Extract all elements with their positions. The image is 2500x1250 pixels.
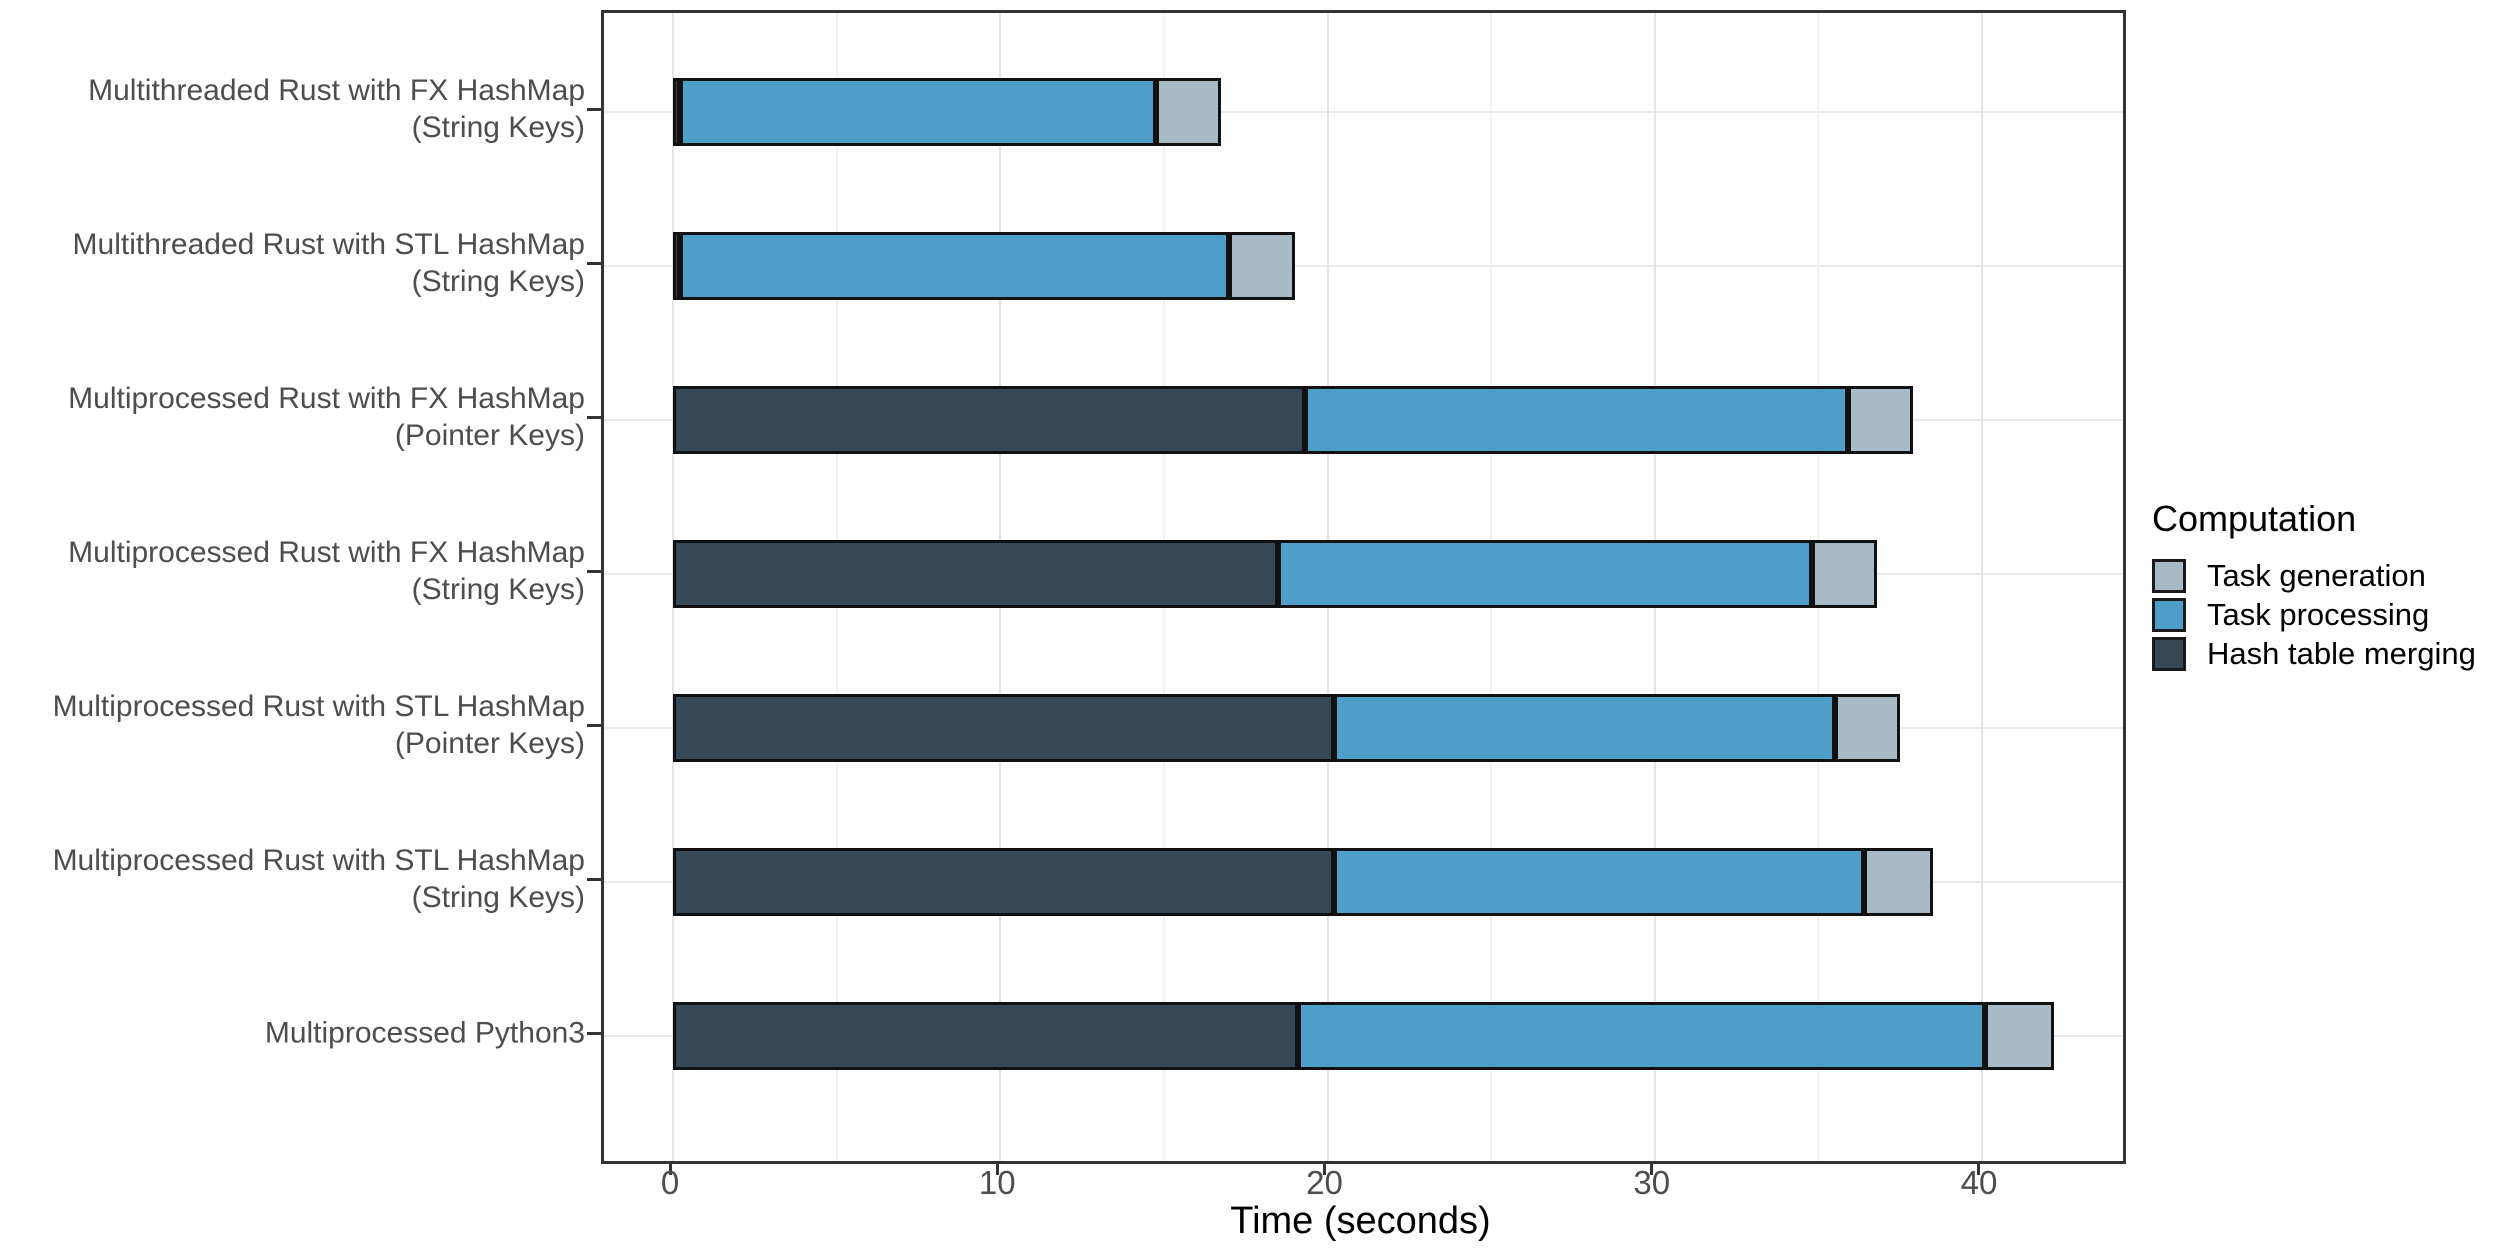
legend-entry-label: Hash table merging	[2207, 636, 2476, 671]
y-tick	[587, 107, 601, 111]
legend-key-swatch	[2152, 559, 2186, 593]
y-axis-label-line: Multithreaded Rust with STL HashMap	[72, 228, 585, 261]
x-tick-label: 10	[978, 1164, 1016, 1201]
x-tick	[1650, 1161, 1654, 1175]
legend-entry-label: Task processing	[2207, 597, 2430, 632]
x-tick-label: 0	[660, 1164, 680, 1201]
bar-segment-hash-table-merging	[673, 232, 680, 300]
bar-segment-hash-table-merging	[673, 1002, 1299, 1070]
bar-segment-hash-table-merging	[673, 386, 1305, 454]
bar-segment-task-processing	[679, 78, 1156, 146]
y-tick	[587, 877, 601, 881]
legend-entry-label: Task generation	[2207, 558, 2426, 593]
y-axis-label-line: Multiprocessed Python3	[264, 1016, 585, 1050]
plot-panel	[601, 10, 2126, 1164]
gridline-horizontal	[604, 111, 2123, 113]
y-axis-label: Multiprocessed Python3	[25, 1015, 585, 1052]
legend-entry: Hash table merging	[2152, 636, 2497, 672]
bar-segment-task-generation	[1864, 848, 1933, 916]
legend-title: Computation	[2152, 498, 2357, 539]
x-tick	[1977, 1161, 1981, 1175]
legend-key-swatch	[2152, 637, 2186, 671]
y-tick	[587, 1031, 601, 1035]
bar-segment-task-processing	[1304, 386, 1848, 454]
gridline-horizontal	[604, 265, 2123, 267]
y-axis-label-line: (Pointer Keys)	[394, 419, 585, 452]
y-tick	[587, 723, 601, 727]
y-axis-label: Multithreaded Rust with STL HashMap (Stri…	[25, 226, 585, 300]
y-axis-label-line: Multiprocessed Rust with STL HashMap	[52, 690, 585, 723]
x-tick	[668, 1161, 672, 1175]
y-tick	[587, 415, 601, 419]
legend-entry: Task processing	[2152, 597, 2497, 633]
bar-segment-task-generation	[1811, 540, 1878, 608]
bar-segment-hash-table-merging	[673, 78, 680, 146]
x-tick-label: 40	[1960, 1164, 1998, 1201]
x-tick	[995, 1161, 999, 1175]
y-axis-label-line: Multithreaded Rust with FX HashMap	[88, 74, 585, 107]
bar-segment-task-generation	[1155, 78, 1222, 146]
bar-segment-task-processing	[1334, 694, 1835, 762]
x-tick-label: 20	[1306, 1164, 1343, 1201]
bar-segment-task-processing	[1334, 848, 1865, 916]
y-axis-label: Multithreaded Rust with FX HashMap (Strin…	[25, 72, 585, 146]
legend-key-swatch	[2152, 598, 2186, 632]
y-axis-label-line: (String Keys)	[411, 573, 585, 606]
y-axis-label: Multiprocessed Rust with FX HashMap (Poin…	[25, 380, 585, 454]
gridline-major	[1980, 13, 1983, 1161]
y-axis-label-line: (String Keys)	[411, 111, 585, 144]
y-axis-label: Multiprocessed Rust with STL HashMap (Poi…	[25, 688, 585, 762]
x-tick	[1323, 1161, 1326, 1175]
bar-segment-task-generation	[1229, 232, 1295, 300]
bar-segment-task-processing	[1278, 540, 1812, 608]
bar-segment-hash-table-merging	[673, 848, 1335, 916]
bar-segment-task-processing	[679, 232, 1230, 300]
bar-segment-hash-table-merging	[673, 694, 1335, 762]
bar-segment-task-generation	[1847, 386, 1914, 454]
bar-segment-task-generation	[1985, 1002, 2054, 1070]
y-tick	[587, 261, 601, 265]
y-axis-label-line: Multiprocessed Rust with FX HashMap	[68, 382, 585, 415]
y-tick	[587, 569, 601, 573]
y-axis-label-line: (String Keys)	[411, 265, 585, 298]
bar-segment-hash-table-merging	[673, 540, 1279, 608]
legend-entries: Task generation Task processing Hash table…	[2152, 558, 2497, 672]
y-axis-label-line: Multiprocessed Rust with FX HashMap	[68, 536, 585, 569]
bar-segment-task-processing	[1298, 1002, 1986, 1070]
y-axis-label-line: (Pointer Keys)	[394, 727, 585, 760]
y-axis-label: Multiprocessed Rust with STL HashMap (Str…	[25, 842, 585, 916]
y-axis-label-line: Multiprocessed Rust with STL HashMap	[52, 844, 585, 877]
legend-entry: Task generation	[2152, 558, 2497, 594]
bar-segment-task-generation	[1834, 694, 1901, 762]
x-tick-label: 30	[1633, 1164, 1671, 1201]
y-axis-label-line: (String Keys)	[411, 881, 585, 914]
y-axis-label: Multiprocessed Rust with FX HashMap (Stri…	[25, 534, 585, 608]
x-axis-title: Time (seconds)	[1230, 1200, 1491, 1242]
legend: Computation Task generation Task processi…	[2152, 498, 2497, 675]
